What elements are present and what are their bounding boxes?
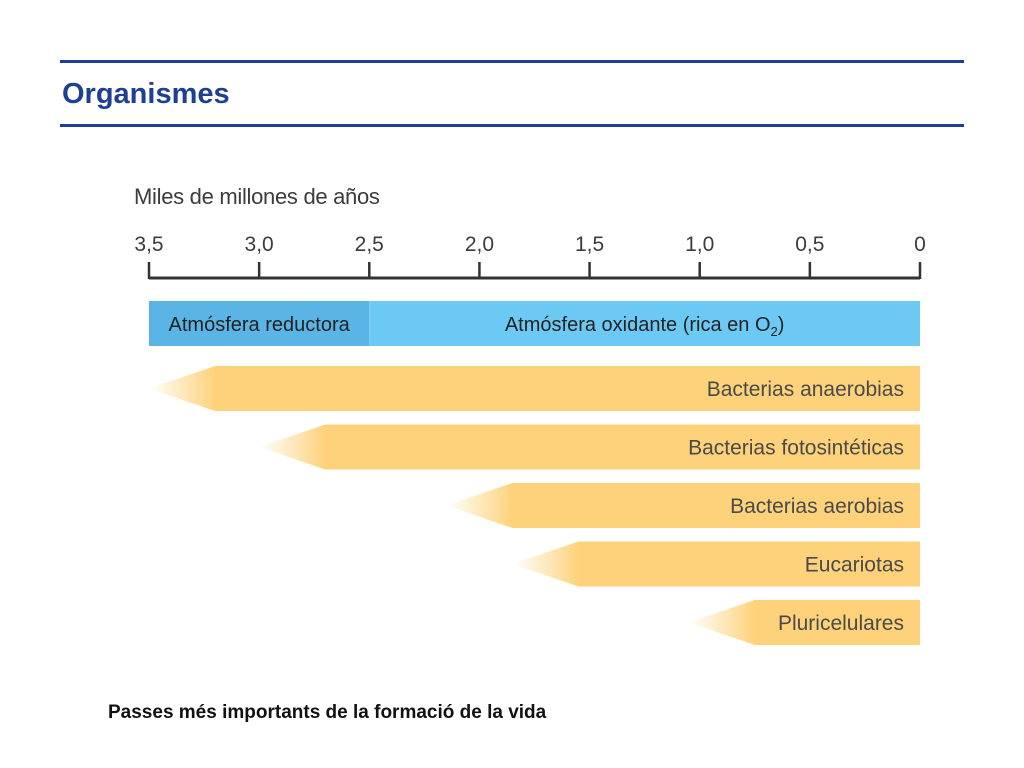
title-rule-bottom (60, 124, 964, 127)
organism-arrow-tip (512, 541, 580, 587)
organism-arrow-tip (149, 366, 217, 411)
atmosphere-label-text: Atmósfera reductora (169, 314, 351, 336)
organism-label: Bacterias anaerobias (707, 378, 904, 401)
axis-title: Miles de millones de años (134, 184, 380, 209)
organism-arrow-body (754, 600, 920, 645)
atmosphere-reducing-band (149, 301, 370, 346)
atmosphere-label-text: Atmósfera oxidante (rica en O (505, 314, 771, 336)
axis-tick-label: 1,0 (685, 233, 714, 256)
atmosphere-reducing-label: Atmósfera reductora (169, 314, 351, 336)
organism-arrow-tip (446, 483, 514, 528)
axis-tick-label: 1,5 (575, 233, 604, 256)
organism-arrow-tip (688, 600, 756, 645)
organism-arrow-body (325, 424, 920, 470)
slide-caption: Passes més importants de la formació de … (108, 702, 547, 723)
slide-title: Organismes (62, 78, 230, 110)
axis-tick-label: 2,5 (355, 233, 384, 256)
atmosphere-oxidizing-label: Atmósfera oxidante (rica en O2) (505, 314, 785, 339)
organism-arrow-body (215, 366, 921, 411)
axis-tick-label: 2,0 (465, 233, 494, 256)
organism-label: Bacterias fotosintéticas (688, 437, 904, 460)
organism-arrow-tip (259, 424, 327, 470)
atmosphere-oxidizing-band (369, 301, 920, 346)
atmosphere-label-subscript: 2 (771, 324, 778, 339)
title-rule-top (60, 60, 964, 63)
axis-tick-label: 0,5 (795, 233, 824, 256)
organism-label: Bacterias aerobias (730, 495, 904, 518)
atmosphere-label-suffix: ) (778, 314, 785, 336)
axis-tick-label: 3,0 (245, 233, 274, 256)
organism-arrow-body (512, 483, 920, 528)
organism-label: Pluricelulares (778, 612, 904, 635)
organism-label: Eucariotas (805, 554, 904, 577)
axis-tick-label: 3,5 (134, 233, 163, 256)
axis-tick-label: 0 (914, 233, 926, 256)
organism-arrow-body (578, 541, 920, 587)
